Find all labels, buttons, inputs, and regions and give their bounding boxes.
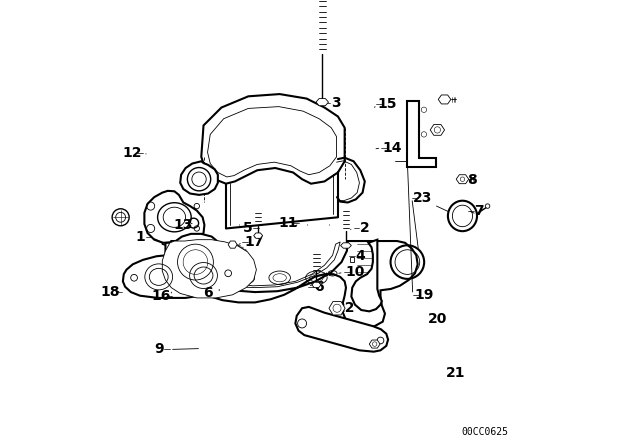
Polygon shape (316, 99, 328, 106)
Text: 2: 2 (360, 221, 370, 236)
Polygon shape (438, 95, 451, 104)
Polygon shape (165, 241, 418, 328)
Text: 4: 4 (355, 249, 365, 263)
Text: 6: 6 (203, 286, 213, 301)
Polygon shape (123, 254, 236, 298)
Polygon shape (180, 161, 218, 195)
Polygon shape (329, 302, 345, 315)
Polygon shape (340, 243, 351, 248)
Text: 13: 13 (173, 218, 193, 232)
Text: 00CC0625: 00CC0625 (461, 427, 508, 437)
Polygon shape (312, 282, 321, 288)
Text: 3: 3 (331, 96, 340, 110)
Polygon shape (163, 240, 257, 298)
Text: 9: 9 (154, 342, 164, 357)
Polygon shape (167, 234, 225, 288)
Polygon shape (351, 240, 382, 311)
Text: 7: 7 (474, 203, 484, 218)
Polygon shape (369, 340, 380, 348)
Text: 11: 11 (278, 216, 298, 230)
Polygon shape (407, 101, 436, 167)
Text: 15: 15 (378, 97, 397, 111)
Polygon shape (228, 241, 237, 248)
Text: 8: 8 (467, 173, 477, 187)
Text: 5: 5 (243, 220, 252, 235)
Text: 10: 10 (345, 265, 365, 280)
Text: 23: 23 (413, 191, 433, 205)
Polygon shape (349, 257, 353, 262)
Text: 16: 16 (151, 289, 171, 303)
Polygon shape (456, 175, 468, 184)
Polygon shape (430, 125, 445, 135)
Text: 18: 18 (100, 285, 120, 299)
Text: 20: 20 (428, 312, 447, 326)
Text: 12: 12 (122, 146, 141, 160)
Polygon shape (296, 307, 388, 352)
Text: 6: 6 (314, 280, 324, 294)
Polygon shape (145, 191, 204, 243)
Text: 14: 14 (383, 141, 403, 155)
Polygon shape (253, 233, 262, 238)
Text: 21: 21 (445, 366, 465, 380)
Text: 19: 19 (414, 288, 434, 302)
Polygon shape (201, 94, 344, 184)
Text: 1: 1 (136, 230, 146, 245)
Text: 17: 17 (244, 235, 264, 249)
Text: 22: 22 (336, 301, 356, 315)
